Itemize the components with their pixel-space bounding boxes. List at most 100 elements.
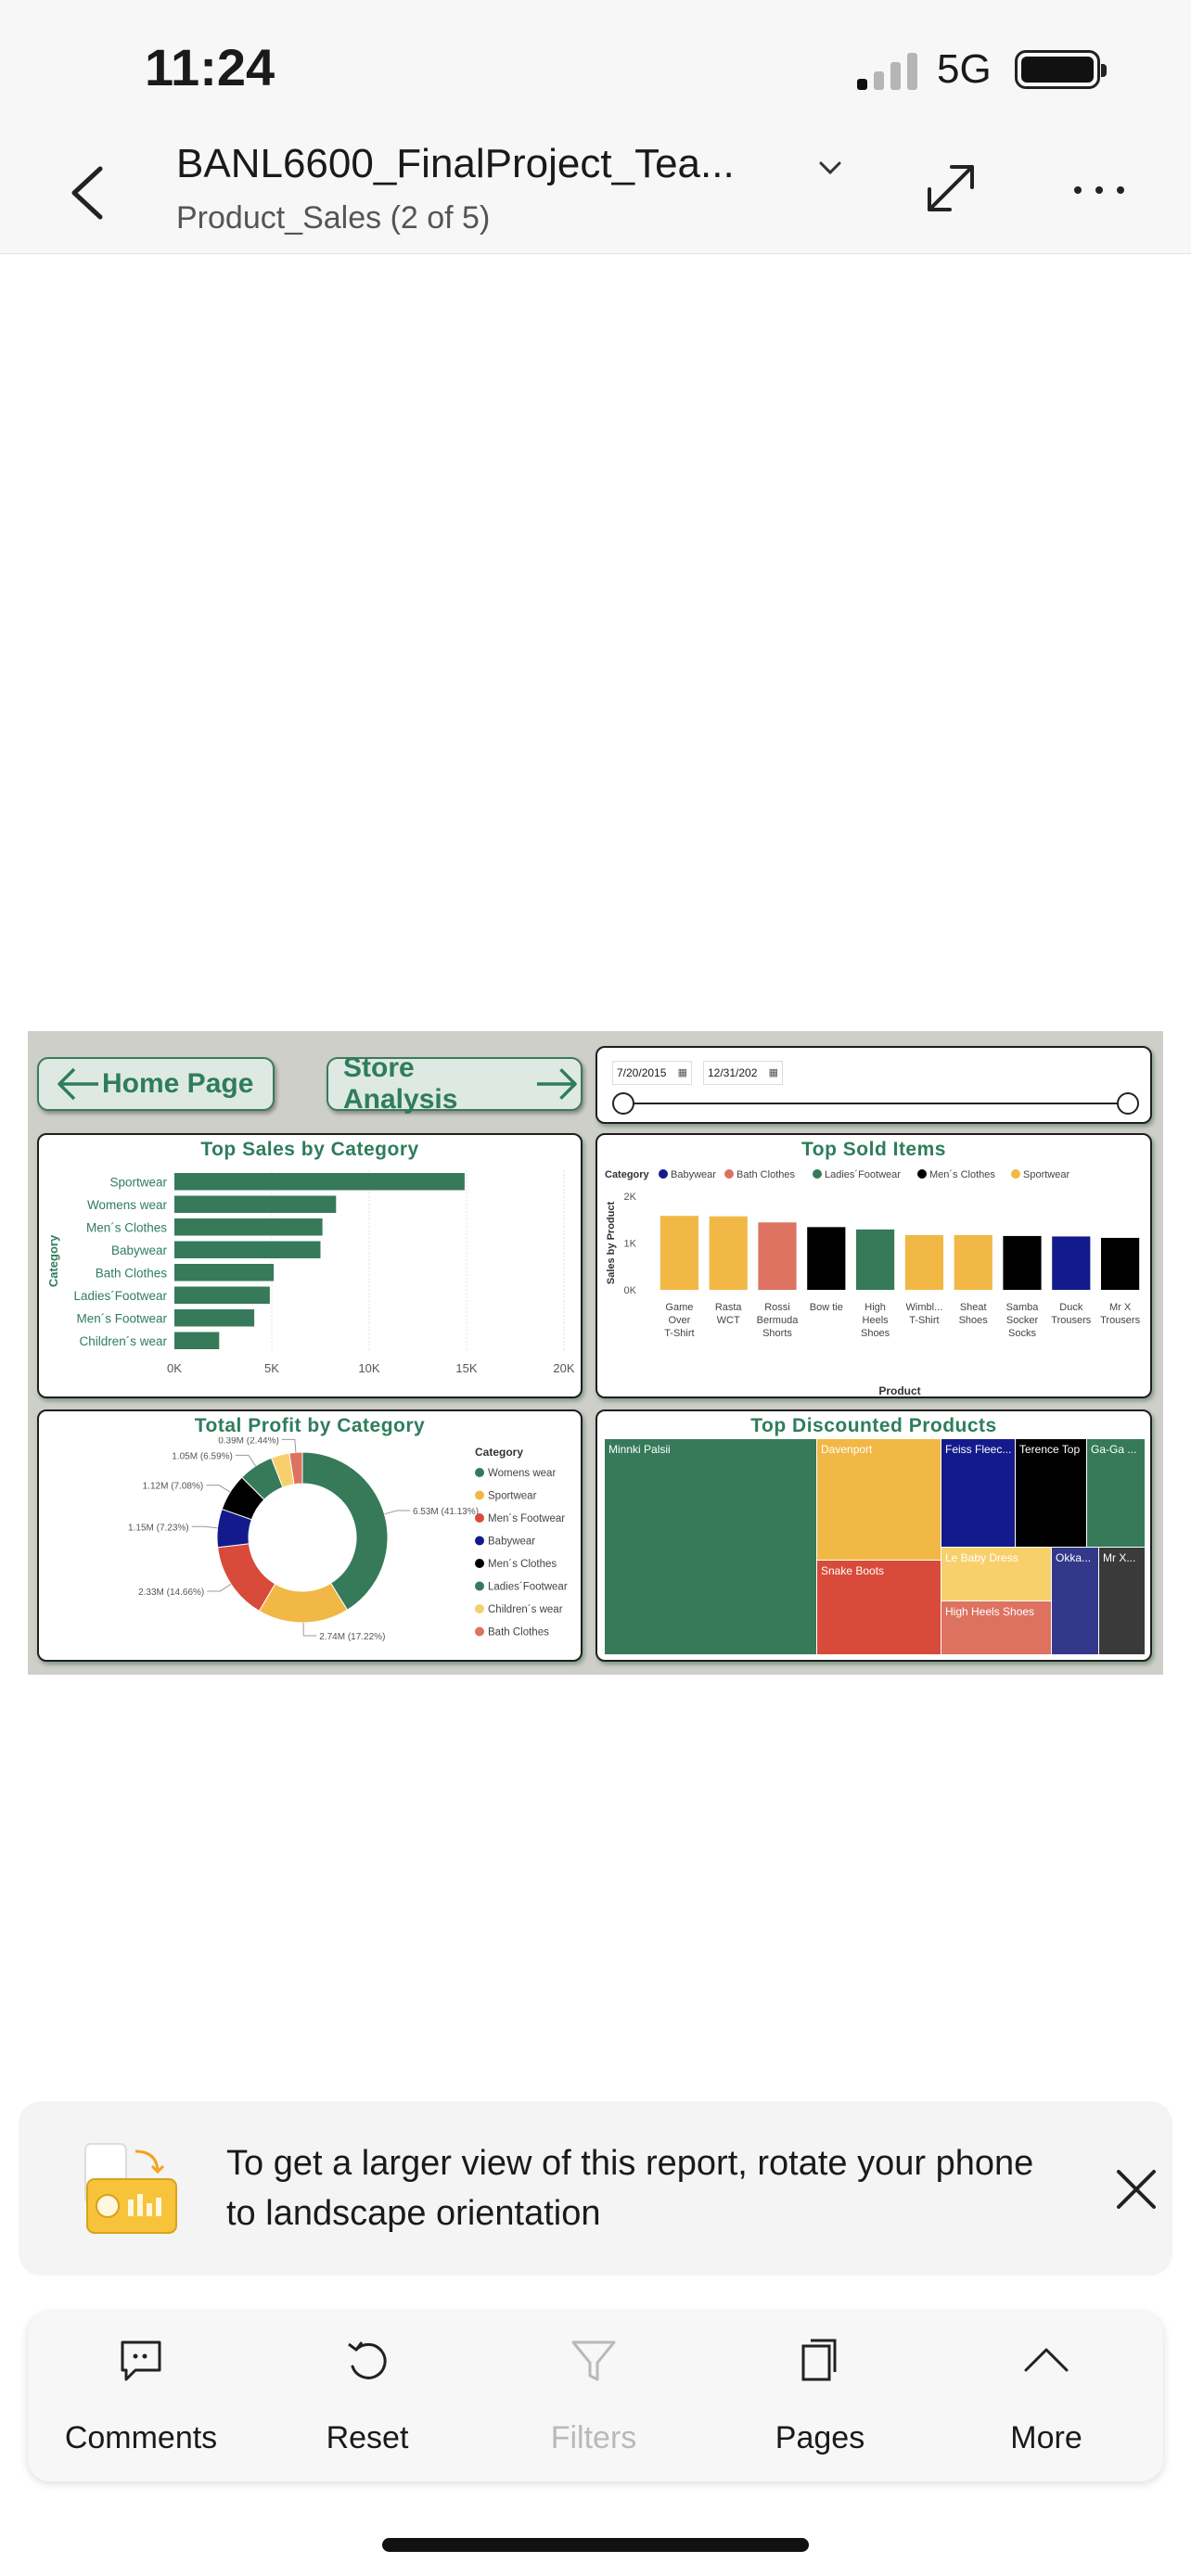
store-analysis-button[interactable]: Store Analysis: [327, 1052, 583, 1115]
top-sold-panel: Top Sold Items Category Babywear Bath Clot…: [596, 1133, 1152, 1398]
chevron-down-icon[interactable]: [816, 154, 844, 182]
category-label: Sportwear: [109, 1175, 167, 1189]
chevron-up-icon: [1024, 2348, 1069, 2372]
x-tick-label: Shorts: [762, 1328, 792, 1339]
x-tick-label: 0K: [167, 1361, 182, 1375]
y-tick-label: 1K: [624, 1239, 637, 1250]
calendar-icon[interactable]: ▦: [677, 1067, 687, 1078]
legend-marker: [475, 1536, 484, 1546]
home-indicator: [382, 2538, 809, 2552]
bar: [174, 1241, 321, 1258]
bar: [807, 1227, 846, 1290]
treemap-tile[interactable]: Le Baby Dress: [941, 1548, 1051, 1600]
discount-title: Top Discounted Products: [750, 1415, 997, 1436]
x-tick-label: Game: [665, 1302, 693, 1313]
report-title[interactable]: BANL6600_FinalProject_Tea...: [176, 141, 735, 186]
pages-icon: [801, 2339, 837, 2381]
more-label: More: [1010, 2420, 1082, 2455]
treemap-tile[interactable]: Davenport: [817, 1439, 941, 1560]
more-options-icon[interactable]: [1067, 176, 1132, 204]
bottom-toolbar: Comments Reset Filters Pages More: [28, 2313, 1163, 2481]
x-tick-label: Shoes: [861, 1328, 890, 1339]
data-label-leader: [281, 1438, 297, 1453]
slider-end-handle[interactable]: [1117, 1092, 1139, 1115]
category-label: Bath Clothes: [96, 1266, 168, 1280]
legend-marker: [475, 1490, 484, 1500]
treemap-label: Ga-Ga ...: [1091, 1443, 1137, 1456]
treemap-tile[interactable]: Okka...: [1052, 1548, 1098, 1654]
x-tick-label: Heels: [863, 1315, 890, 1326]
treemap-tile[interactable]: Mr X...: [1099, 1548, 1145, 1654]
bar: [174, 1218, 323, 1236]
pages-button[interactable]: Pages: [707, 2313, 933, 2481]
home-page-label: Home Page: [102, 1068, 254, 1099]
x-tick-label: Duck: [1059, 1302, 1083, 1313]
slider-start-handle[interactable]: [612, 1092, 634, 1115]
treemap-label: Terence Top: [1019, 1443, 1081, 1456]
treemap-tile[interactable]: Minnki Palsii: [605, 1439, 816, 1654]
bar: [174, 1309, 255, 1327]
date-slicer[interactable]: 7/20/2015 ▦ 12/31/202 ▦: [596, 1046, 1152, 1124]
profit-chart: 6.53M (41.13%) 2.74M (17.22%) 2.33M (14.66…: [128, 1437, 568, 1642]
treemap-tile[interactable]: Feiss Fleec...: [941, 1439, 1015, 1547]
data-label: 1.05M (6.59%): [172, 1451, 233, 1461]
bar: [954, 1234, 992, 1290]
treemap-label: Snake Boots: [821, 1564, 885, 1577]
donut-slice: [288, 1451, 303, 1486]
legend-entry: Babywear: [488, 1537, 535, 1548]
reset-icon: [348, 2341, 387, 2379]
pages-label: Pages: [775, 2420, 865, 2455]
legend-entry: Ladies´Footwear: [825, 1169, 901, 1180]
legend-entry: Womens wear: [488, 1468, 556, 1479]
reset-button[interactable]: Reset: [254, 2313, 480, 2481]
x-axis-title: Product: [878, 1384, 920, 1397]
top-sold-chart: Category Babywear Bath Clothes Ladies´Footw…: [605, 1169, 1141, 1397]
expand-icon[interactable]: [918, 156, 983, 221]
treemap-tile[interactable]: Terence Top: [1016, 1439, 1086, 1547]
x-tick-label: 5K: [264, 1361, 279, 1375]
bar: [660, 1216, 698, 1290]
calendar-icon[interactable]: ▦: [768, 1067, 778, 1078]
bar: [904, 1234, 943, 1290]
legend-title: Category: [475, 1446, 523, 1459]
treemap-tile[interactable]: Ga-Ga ...: [1087, 1439, 1145, 1547]
end-date-input[interactable]: 12/31/202 ▦: [703, 1061, 783, 1085]
home-page-button[interactable]: Home Page: [37, 1057, 275, 1111]
legend-entry: Bath Clothes: [736, 1169, 795, 1180]
x-tick-label: Trousers: [1051, 1315, 1091, 1326]
data-label: 1.12M (7.08%): [143, 1482, 204, 1492]
legend-marker: [659, 1169, 668, 1179]
legend-entry: Children´s wear: [488, 1604, 563, 1615]
bar: [174, 1264, 275, 1282]
filters-button[interactable]: Filters: [480, 2313, 707, 2481]
more-button[interactable]: More: [933, 2313, 1159, 2481]
category-label: Ladies´Footwear: [73, 1289, 167, 1303]
legend-entry: Bath Clothes: [488, 1627, 549, 1639]
y-axis-title: Category: [46, 1234, 60, 1287]
data-label: 2.33M (14.66%): [138, 1588, 204, 1598]
category-label: Men´s Footwear: [76, 1311, 167, 1325]
treemap-tile[interactable]: Snake Boots: [817, 1561, 941, 1654]
discount-treemap: Minnki Palsii Davenport Snake Boots Feiss F…: [605, 1439, 1145, 1654]
bar: [1003, 1235, 1042, 1290]
x-tick-label: T-Shirt: [909, 1315, 939, 1326]
x-tick-label: Rossi: [764, 1302, 790, 1313]
legend-marker: [917, 1169, 927, 1179]
legend-entry: Men´s Clothes: [488, 1559, 557, 1570]
close-icon[interactable]: [1113, 2166, 1159, 2213]
profit-panel: Total Profit by Category 6.53M (41.13%) 2…: [37, 1409, 583, 1662]
category-label: Men´s Clothes: [86, 1220, 167, 1234]
page-subtitle: Product_Sales (2 of 5): [176, 200, 491, 236]
bar: [758, 1222, 797, 1290]
y-tick-label: 0K: [624, 1285, 637, 1296]
x-tick-label: 15K: [455, 1361, 477, 1375]
y-tick-label: 2K: [624, 1192, 637, 1203]
back-arrow-icon[interactable]: [63, 163, 115, 223]
comments-label: Comments: [64, 2420, 218, 2455]
status-time: 11:24: [145, 38, 275, 96]
comments-button[interactable]: Comments: [28, 2313, 254, 2481]
start-date-input[interactable]: 7/20/2015 ▦: [612, 1061, 692, 1085]
treemap-tile[interactable]: High Heels Shoes: [941, 1601, 1051, 1654]
slider-track: [623, 1103, 1128, 1104]
legend-marker: [475, 1626, 484, 1637]
